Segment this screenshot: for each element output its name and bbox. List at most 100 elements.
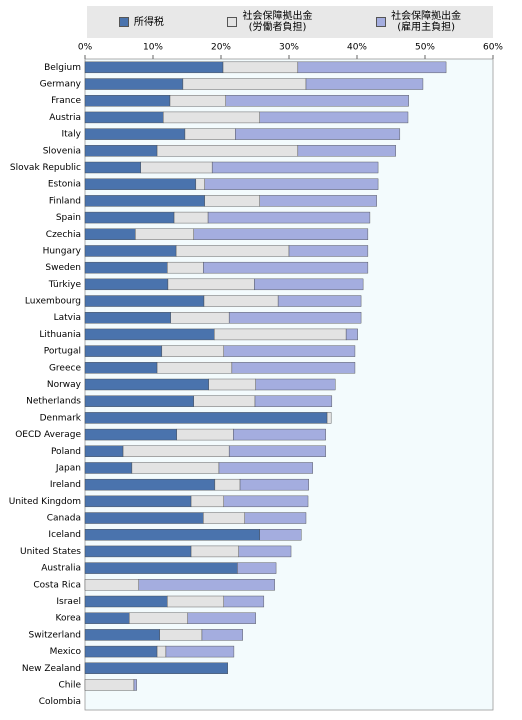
- y-tick-label: France: [51, 96, 81, 106]
- y-tick-label: Costa Rica: [33, 580, 81, 590]
- y-tick-label: Japan: [55, 463, 81, 473]
- bar-segment: [140, 161, 213, 174]
- x-tick-label: 60%: [483, 43, 503, 53]
- bar-segment: [173, 211, 209, 224]
- bar-segment: [84, 412, 328, 424]
- legend-item: 社会保障拠出金 (労働者負担): [227, 11, 312, 33]
- bar-segment: [84, 562, 238, 574]
- bar-segment: [84, 612, 130, 624]
- bar-segment: [84, 278, 169, 291]
- bar-segment: [277, 295, 362, 307]
- bar-segment: [238, 545, 292, 558]
- bar-segment: [228, 445, 326, 457]
- bar-segment: [239, 478, 309, 491]
- bar-segment: [162, 111, 260, 124]
- bar-segment: [345, 328, 358, 341]
- bar-segment: [84, 61, 224, 74]
- bar-segment: [84, 662, 229, 674]
- bar-segment: [161, 345, 224, 357]
- legend-swatch: [376, 17, 387, 27]
- bar-segment: [326, 412, 332, 424]
- y-tick-label: Netherlands: [26, 397, 81, 407]
- bar-segment: [235, 128, 401, 140]
- legend-item: 社会保障拠出金 (雇用主負担): [376, 11, 461, 33]
- bar-segment: [176, 428, 234, 441]
- y-tick-label: Türkiye: [48, 280, 82, 290]
- bar-segment: [84, 95, 171, 107]
- bar-segment: [84, 211, 175, 224]
- x-tick-label: 0%: [78, 43, 93, 53]
- bar-segment: [297, 145, 396, 157]
- bar-segment: [84, 529, 260, 541]
- bar-segment: [203, 261, 369, 274]
- y-tick-label: Mexico: [50, 647, 82, 657]
- legend-swatch: [227, 17, 238, 27]
- bar-segment: [84, 78, 184, 90]
- bar-segment: [84, 145, 158, 157]
- y-tick-label: Italy: [61, 130, 81, 140]
- bar-segment: [84, 245, 177, 257]
- bar-segment: [84, 579, 139, 591]
- bar-segment: [84, 261, 168, 274]
- y-tick-label: Slovak Republic: [10, 163, 81, 173]
- y-tick-label: Estonia: [48, 180, 81, 190]
- bar-segment: [84, 195, 205, 207]
- bar-segment: [225, 95, 409, 107]
- bar-segment: [297, 61, 447, 74]
- y-tick-label: United States: [20, 547, 81, 557]
- bar-segment: [165, 645, 235, 658]
- bar-segment: [84, 629, 161, 641]
- y-tick-label: Spain: [56, 213, 81, 223]
- bar-segment: [84, 178, 197, 190]
- bar-segment: [167, 595, 224, 608]
- bar-segment: [228, 312, 362, 324]
- bar-segment: [84, 428, 178, 441]
- bar-segment: [207, 211, 371, 224]
- bar-segment: [231, 362, 356, 374]
- bar-segment: [190, 545, 239, 558]
- bar-segment: [259, 111, 409, 124]
- x-tick-label: 40%: [347, 43, 367, 53]
- y-tick-label: Australia: [41, 564, 81, 574]
- y-tick-label: Sweden: [45, 263, 81, 273]
- bar-segment: [187, 612, 256, 624]
- bar-segment: [84, 478, 216, 491]
- bar-segment: [84, 595, 168, 608]
- bar-segment: [204, 178, 379, 190]
- bar-segment: [133, 679, 137, 691]
- bar-segment: [84, 395, 195, 407]
- bar-segment: [223, 345, 356, 357]
- legend-label: 社会保障拠出金 (労働者負担): [242, 11, 313, 33]
- bar-segment: [159, 629, 203, 641]
- y-tick-label: Iceland: [48, 530, 81, 540]
- bar-segment: [305, 78, 424, 90]
- bar-segment: [138, 579, 275, 591]
- bar-segment: [131, 462, 220, 474]
- bar-segment: [223, 595, 265, 608]
- bar-segment: [233, 428, 326, 441]
- y-tick-label: New Zealand: [22, 664, 81, 674]
- y-tick-label: OECD Average: [15, 430, 81, 440]
- bar-segment: [167, 261, 204, 274]
- y-tick-label: Switzerland: [29, 630, 82, 640]
- y-tick-label: Germany: [40, 80, 82, 90]
- bar-segment: [288, 245, 369, 257]
- bar-segment: [156, 645, 167, 658]
- bar-segment: [203, 512, 246, 524]
- legend-label: 社会保障拠出金 (雇用主負担): [391, 11, 462, 33]
- y-tick-label: Luxembourg: [25, 297, 81, 307]
- y-tick-label: Czechia: [46, 230, 81, 240]
- bar-segment: [84, 345, 163, 357]
- bar-segment: [259, 195, 377, 207]
- bar-segment: [195, 178, 205, 190]
- bar-segment: [156, 145, 299, 157]
- y-tick-label: Belgium: [44, 63, 81, 73]
- y-tick-label: United Kingdom: [9, 497, 81, 507]
- y-tick-label: Denmark: [40, 413, 82, 423]
- x-tick-label: 10%: [143, 43, 163, 53]
- bar-segment: [222, 61, 299, 74]
- bar-segment: [208, 378, 256, 391]
- bar-segment: [84, 128, 186, 140]
